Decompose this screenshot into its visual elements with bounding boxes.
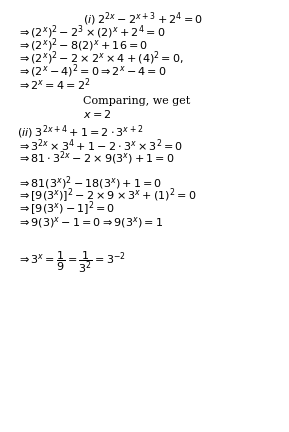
Text: $\Rightarrow 9(3)^x - 1 = 0 \Rightarrow 9(3^x) = 1$: $\Rightarrow 9(3)^x - 1 = 0 \Rightarrow … — [17, 215, 163, 230]
Text: $\Rightarrow (2^x)^2 - 8(2)^x + 16 = 0$: $\Rightarrow (2^x)^2 - 8(2)^x + 16 = 0$ — [17, 37, 148, 54]
Text: $\Rightarrow 81 \cdot 3^{2x} - 2 \times 9(3^x) + 1 = 0$: $\Rightarrow 81 \cdot 3^{2x} - 2 \times … — [17, 149, 175, 167]
Text: $\Rightarrow 3^{2x} \times 3^4 + 1 - 2 \cdot 3^x \times 3^2 = 0$: $\Rightarrow 3^{2x} \times 3^4 + 1 - 2 \… — [17, 137, 183, 154]
Text: $(i)\; 2^{2x} - 2^{x+3} + 2^4 = 0$: $(i)\; 2^{2x} - 2^{x+3} + 2^4 = 0$ — [84, 10, 204, 28]
Text: $\Rightarrow 81(3^x)^2 - 18(3^x) + 1 = 0$: $\Rightarrow 81(3^x)^2 - 18(3^x) + 1 = 0… — [17, 174, 162, 192]
Text: $\Rightarrow 2^x = 4 = 2^2$: $\Rightarrow 2^x = 4 = 2^2$ — [17, 76, 90, 93]
Text: $\Rightarrow (2^x)^2 - 2^3 \times (2)^x + 2^4 = 0$: $\Rightarrow (2^x)^2 - 2^3 \times (2)^x … — [17, 23, 165, 41]
Text: $\Rightarrow (2^x)^2 - 2 \times 2^x \times 4 + (4)^2 = 0,$: $\Rightarrow (2^x)^2 - 2 \times 2^x \tim… — [17, 50, 184, 67]
Text: Comparing, we get: Comparing, we get — [84, 96, 191, 106]
Text: $\Rightarrow 3^x = \dfrac{1}{9} = \dfrac{1}{3^2} = 3^{-2}$: $\Rightarrow 3^x = \dfrac{1}{9} = \dfrac… — [17, 250, 126, 275]
Text: $\Rightarrow [9(3^x) - 1]^2 = 0$: $\Rightarrow [9(3^x) - 1]^2 = 0$ — [17, 200, 115, 219]
Text: $(ii)\; 3^{2x+4} + 1 = 2 \cdot 3^{x+2}$: $(ii)\; 3^{2x+4} + 1 = 2 \cdot 3^{x+2}$ — [17, 124, 143, 141]
Text: $x = 2$: $x = 2$ — [84, 108, 112, 121]
Text: $\Rightarrow (2^x - 4)^2 = 0 \Rightarrow 2^x - 4 = 0$: $\Rightarrow (2^x - 4)^2 = 0 \Rightarrow… — [17, 63, 166, 80]
Text: $\Rightarrow [9(3^x)]^2 - 2 \times 9 \times 3^x + (1)^2 = 0$: $\Rightarrow [9(3^x)]^2 - 2 \times 9 \ti… — [17, 187, 197, 205]
